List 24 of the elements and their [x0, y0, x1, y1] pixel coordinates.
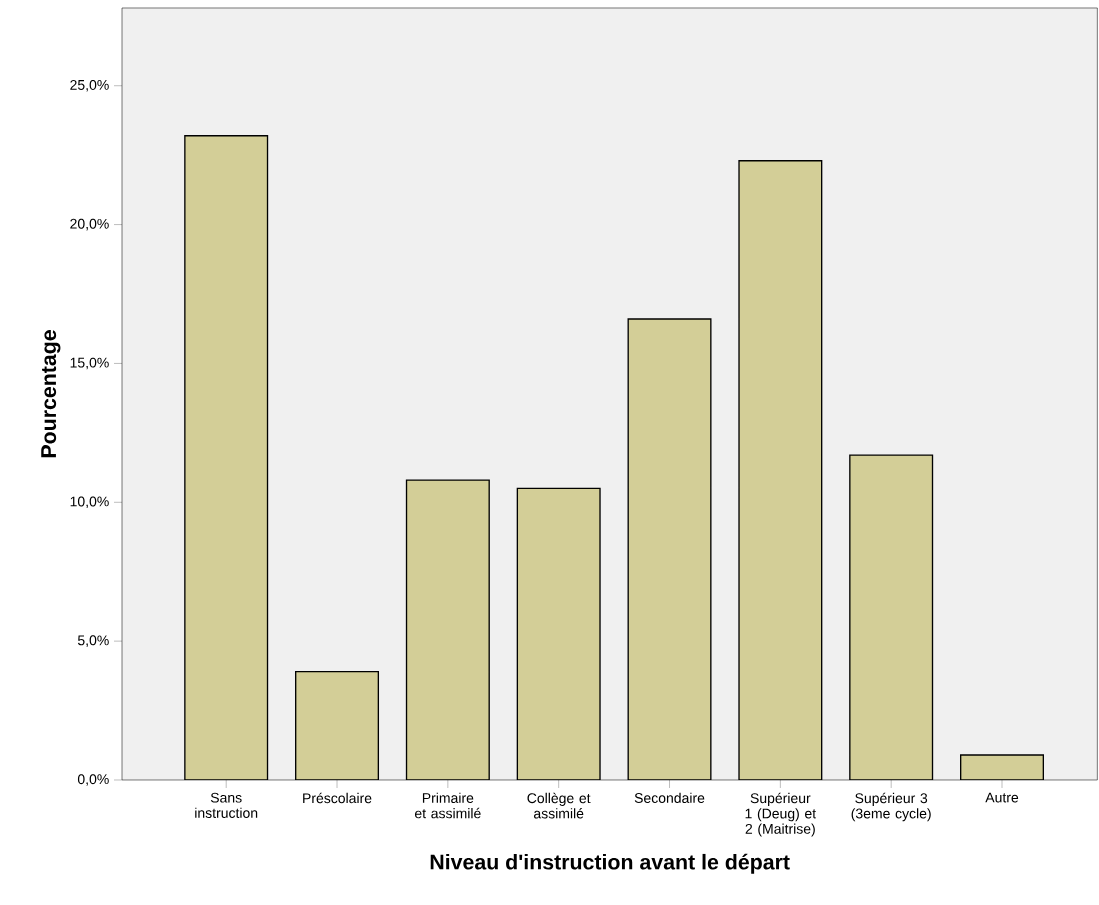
y-tick-label: 25,0% — [70, 79, 109, 92]
x-tick-label: Collège et assimilé — [527, 792, 591, 819]
bar — [628, 319, 711, 780]
x-tick-label: Supérieur 3 (3eme cycle) — [851, 792, 931, 822]
bar — [295, 671, 379, 780]
x-tick-label: Secondaire — [634, 792, 705, 803]
x-tick-label: Sans instruction — [195, 792, 258, 818]
x-tick-label: Supérieur 1 (Deug) et 2 (Maitrise) — [745, 792, 817, 837]
y-tick-label: 15,0% — [70, 357, 109, 370]
bar — [960, 754, 1045, 780]
x-axis-title: Niveau d'instruction avant le départ — [430, 853, 790, 874]
x-tick-label: Préscolaire — [303, 792, 372, 804]
bar — [849, 455, 933, 780]
y-tick-label: 20,0% — [70, 218, 109, 231]
y-tick-label: 10,0% — [70, 496, 109, 509]
bar — [406, 480, 490, 780]
bar — [184, 135, 268, 780]
x-tick-label: Primaire et assimilé — [414, 792, 481, 819]
y-tick-label: 5,0% — [77, 635, 109, 647]
y-axis-title: Pourcentage — [41, 330, 61, 458]
x-tick-label: Autre — [985, 792, 1019, 803]
bar — [517, 488, 601, 780]
y-tick-label: 0,0% — [77, 774, 109, 786]
bar — [739, 160, 822, 780]
